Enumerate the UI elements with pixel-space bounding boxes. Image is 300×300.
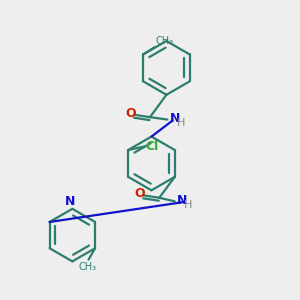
- Text: H: H: [184, 200, 192, 210]
- Text: CH₃: CH₃: [79, 262, 97, 272]
- Text: CH₃: CH₃: [156, 36, 174, 46]
- Text: N: N: [170, 112, 181, 125]
- Text: O: O: [125, 107, 136, 120]
- Text: N: N: [65, 195, 75, 208]
- Text: N: N: [177, 194, 188, 207]
- Text: O: O: [134, 188, 145, 200]
- Text: Cl: Cl: [146, 140, 159, 153]
- Text: H: H: [177, 118, 185, 128]
